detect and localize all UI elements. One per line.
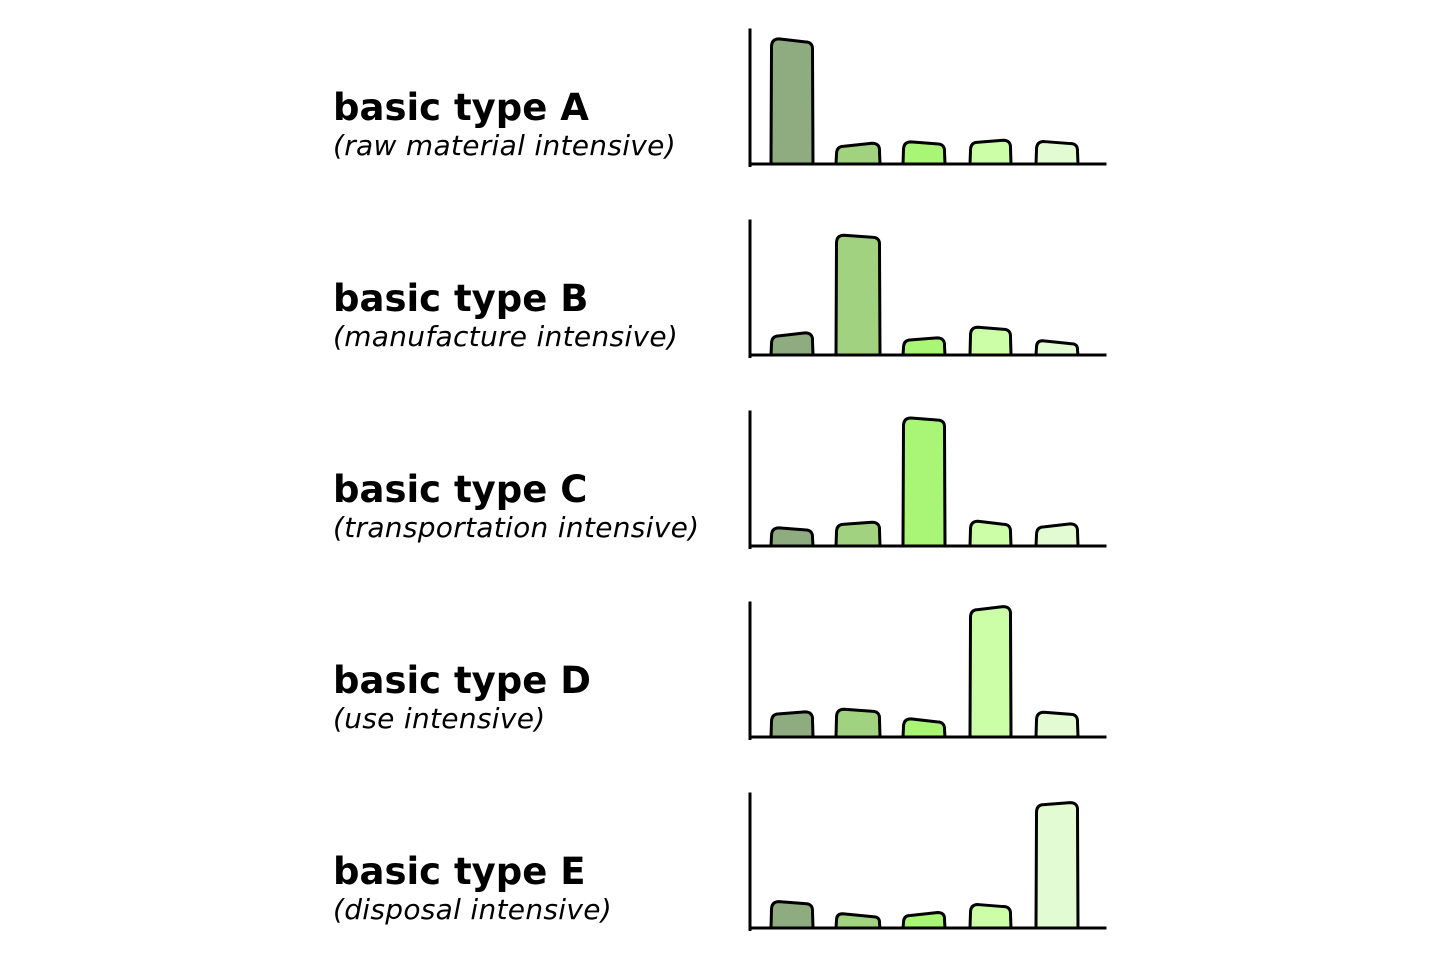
- type-c-row: basic type C (transportation intensive): [0, 402, 1440, 592]
- type-e-label: basic type E (disposal intensive): [333, 852, 612, 928]
- type-b-title: basic type B: [333, 277, 589, 320]
- type-c-bar-5: [1034, 522, 1080, 547]
- type-d-bar-3: [901, 717, 947, 738]
- type-d-label: basic type D (use intensive): [333, 661, 591, 737]
- type-e-bar-2: [834, 912, 882, 929]
- type-d-bar-1: [769, 710, 815, 738]
- type-b-bar-5: [1034, 339, 1080, 356]
- type-b-subtitle: (manufacture intensive): [333, 320, 679, 353]
- type-a-label: basic type A (raw material intensive): [333, 88, 676, 164]
- type-e-bar-1: [769, 900, 815, 929]
- type-d-bar-chart: [748, 601, 1107, 740]
- type-d-title: basic type D: [333, 659, 591, 702]
- type-c-bar-3: [901, 416, 947, 547]
- type-a-bar-2: [834, 141, 882, 165]
- type-b-bar-1: [769, 331, 815, 356]
- type-e-title: basic type E: [333, 850, 586, 893]
- type-a-bar-1: [769, 37, 815, 165]
- type-e-subtitle: (disposal intensive): [333, 893, 612, 926]
- type-c-bar-1: [769, 526, 815, 547]
- type-c-bar-4: [968, 519, 1013, 547]
- type-c-bar-chart: [748, 410, 1107, 549]
- type-b-bar-chart: [748, 219, 1107, 358]
- type-e-row: basic type E (disposal intensive): [0, 784, 1440, 974]
- type-a-bar-chart: [748, 28, 1107, 167]
- type-a-subtitle: (raw material intensive): [333, 129, 676, 162]
- type-e-bar-3: [901, 910, 947, 929]
- type-a-bar-5: [1034, 140, 1080, 165]
- type-d-bar-2: [834, 707, 882, 738]
- type-b-bar-2: [834, 233, 882, 356]
- type-b-label: basic type B (manufacture intensive): [333, 279, 678, 355]
- type-b-bar-3: [901, 336, 947, 356]
- type-d-subtitle: (use intensive): [333, 702, 546, 735]
- type-c-label: basic type C (transportation intensive): [333, 470, 699, 546]
- type-a-row: basic type A (raw material intensive): [0, 20, 1440, 210]
- type-d-bar-5: [1034, 710, 1080, 738]
- type-a-bar-3: [901, 140, 947, 165]
- type-b-row: basic type B (manufacture intensive): [0, 211, 1440, 401]
- type-e-bar-chart: [748, 792, 1107, 931]
- type-c-title: basic type C: [333, 468, 588, 511]
- type-d-bar-4: [968, 605, 1013, 738]
- type-c-subtitle: (transportation intensive): [333, 511, 700, 544]
- type-a-title: basic type A: [333, 86, 589, 129]
- type-c-bar-2: [834, 520, 882, 547]
- type-a-bar-4: [968, 138, 1013, 165]
- type-d-row: basic type D (use intensive): [0, 593, 1440, 783]
- type-b-bar-4: [968, 325, 1013, 356]
- type-e-bar-4: [968, 903, 1013, 929]
- type-e-bar-5: [1034, 801, 1080, 929]
